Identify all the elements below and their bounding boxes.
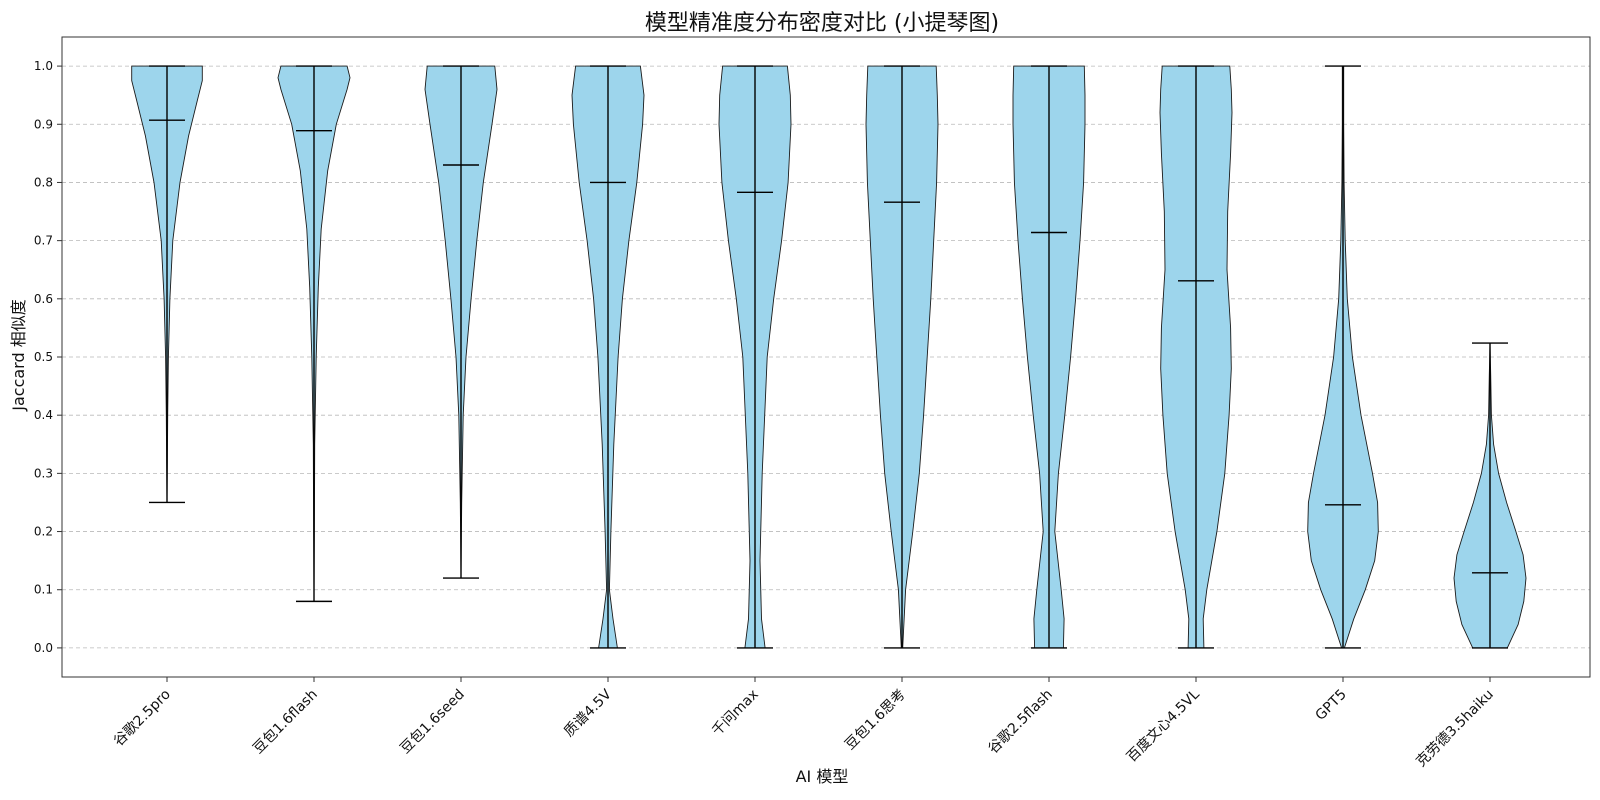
x-axis-label: AI 模型 [796, 767, 849, 786]
y-tick-label: 1.0 [34, 59, 53, 73]
x-tick-label: GPT5 [1313, 687, 1350, 724]
x-axis-ticks: 谷歌2.5pro 豆包1.6flash 豆包1.6seed 质谱4.5V 千问max 豆包… [111, 677, 1497, 770]
y-axis-ticks: 0.0 0.1 0.2 0.3 0.4 0.5 0.6 0.7 0.8 0.9 1.0 [34, 59, 62, 655]
chart-title: 模型精准度分布密度对比 (小提琴图) [645, 11, 999, 36]
x-tick-label: 豆包1.6seed [397, 687, 467, 757]
x-tick-label: 质谱4.5V [561, 686, 615, 740]
y-tick-label: 0.7 [34, 234, 53, 248]
x-tick-label: 谷歌2.5flash [985, 687, 1056, 758]
x-tick-label: 谷歌2.5pro [111, 687, 174, 750]
y-tick-label: 0.2 [34, 525, 53, 539]
y-tick-label: 0.3 [34, 466, 53, 480]
x-tick-label: 百度文心4.5VL [1124, 686, 1203, 765]
x-tick-label: 千问max [709, 687, 762, 740]
y-tick-label: 0.9 [34, 117, 53, 131]
y-tick-label: 0.1 [34, 583, 53, 597]
y-tick-label: 0.6 [34, 292, 53, 306]
x-tick-label: 克劳德3.5haiku [1413, 687, 1497, 771]
y-tick-label: 0.0 [34, 641, 53, 655]
x-tick-label: 豆包1.6flash [250, 687, 321, 758]
y-axis-label: Jaccard 相似度 [9, 299, 28, 411]
y-tick-label: 0.5 [34, 350, 53, 364]
stat-lines [149, 65, 1508, 649]
y-tick-label: 0.8 [34, 175, 53, 189]
y-tick-label: 0.4 [34, 408, 53, 422]
x-tick-label: 豆包1.6思考 [842, 687, 909, 754]
